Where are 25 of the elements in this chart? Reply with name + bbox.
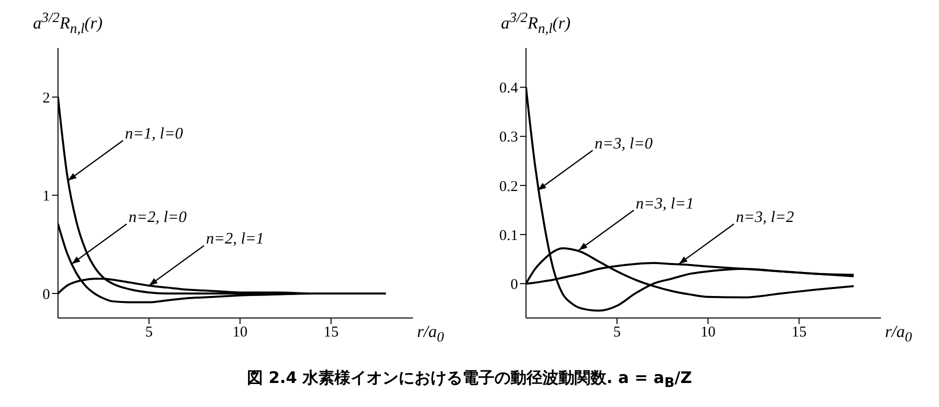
caption: 図 2.4 水素様イオンにおける電子の動径波動関数. a = a$_{B}$/Z xyxy=(246,368,693,392)
x-tick-label: 5 xyxy=(145,324,153,341)
y-tick-label: 0.3 xyxy=(499,130,518,146)
y-tick-label: 2 xyxy=(42,90,50,106)
x-axis-title: r/a$_{0}$ xyxy=(885,322,912,346)
annotation: n=3, l=2 xyxy=(736,209,794,226)
annotation: n=3, l=0 xyxy=(594,135,653,152)
y-tick-label: 0.4 xyxy=(499,80,518,97)
annotation: n=3, l=1 xyxy=(636,195,694,212)
y-tick-label: 0 xyxy=(42,286,50,303)
x-tick-label: 15 xyxy=(792,324,807,341)
x-tick-label: 10 xyxy=(232,324,248,341)
annotation: n=1, l=0 xyxy=(125,126,184,143)
y-axis-title: a$^{3/2}$R$_{n,l}$(r) xyxy=(501,10,570,38)
y-tick-label: 1 xyxy=(42,188,50,205)
y-tick-label: 0.1 xyxy=(499,228,518,244)
x-tick-label: 10 xyxy=(700,324,716,341)
annotation: n=2, l=1 xyxy=(206,230,264,248)
annotation: n=2, l=0 xyxy=(128,209,187,226)
y-tick-label: 0 xyxy=(510,276,518,293)
y-tick-label: 0.2 xyxy=(499,178,518,195)
x-tick-label: 15 xyxy=(324,324,339,341)
x-axis-title: r/a$_{0}$ xyxy=(417,322,444,346)
x-tick-label: 5 xyxy=(613,324,621,341)
y-axis-title: a$^{3/2}$R$_{n,l}$(r) xyxy=(33,10,102,38)
